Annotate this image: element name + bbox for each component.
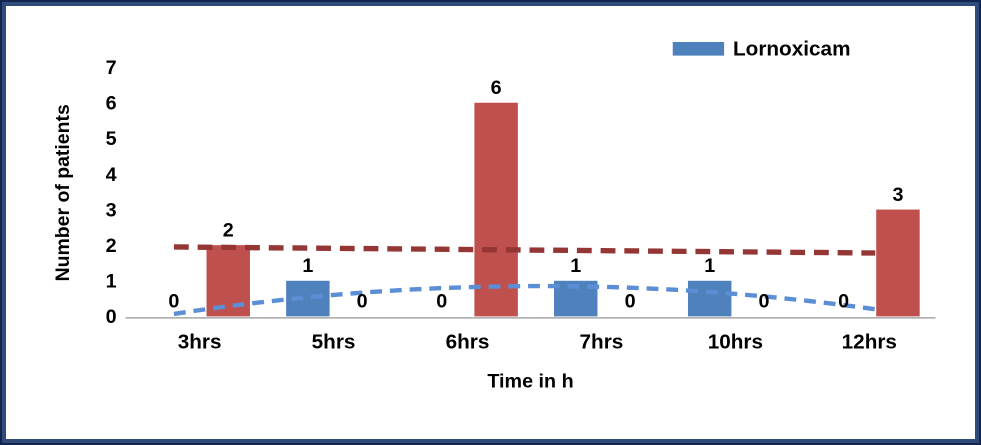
value-label: 2 xyxy=(223,220,234,242)
legend-swatch-lornoxicam xyxy=(672,42,725,56)
bar xyxy=(687,280,732,317)
legend: Lornoxicam xyxy=(672,38,851,61)
value-label: 0 xyxy=(759,291,770,313)
value-label: 6 xyxy=(491,77,502,99)
trendline xyxy=(173,283,876,317)
value-label: 1 xyxy=(570,255,581,277)
y-tick-label: 1 xyxy=(106,271,117,293)
legend-label-lornoxicam: Lornoxicam xyxy=(733,38,851,61)
y-tick-label: 5 xyxy=(106,128,117,150)
value-label: 0 xyxy=(357,291,368,313)
y-tick-label: 7 xyxy=(106,57,117,79)
value-labels-layer: 0 2 1 0 0 6 1 0 1 0 0 3 xyxy=(168,77,903,313)
y-tick-label: 2 xyxy=(106,235,117,257)
x-tick-label: 5hrs xyxy=(312,331,356,354)
y-tick-label: 4 xyxy=(106,164,117,186)
y-tick-label: 0 xyxy=(106,306,117,328)
value-label: 1 xyxy=(704,255,715,277)
value-label: 3 xyxy=(892,184,903,206)
x-axis-title: Time in h xyxy=(487,371,573,393)
x-tick-label: 12hrs xyxy=(842,331,897,354)
x-tick-label: 6hrs xyxy=(446,331,490,354)
axis-layer: 3hrs 5hrs 6hrs 7hrs 10hrs 12hrs 0 1 2 3 4 5 6 7 xyxy=(106,57,936,353)
value-label: 0 xyxy=(436,291,447,313)
value-label: 1 xyxy=(302,255,313,277)
x-tick-label: 10hrs xyxy=(708,331,763,354)
x-tick-label: 3hrs xyxy=(178,331,222,354)
trendline xyxy=(173,244,876,256)
trendlines-layer xyxy=(173,244,876,317)
bar xyxy=(876,209,920,317)
y-tick-label: 6 xyxy=(106,93,117,115)
value-label: 0 xyxy=(625,291,636,313)
y-tick-label: 3 xyxy=(106,199,117,221)
value-label: 0 xyxy=(168,291,179,313)
y-axis-title: Number of patients xyxy=(52,104,74,281)
bar xyxy=(474,102,518,317)
bars-layer xyxy=(206,102,920,317)
x-tick-label: 7hrs xyxy=(580,331,624,354)
value-label: 0 xyxy=(838,291,849,313)
